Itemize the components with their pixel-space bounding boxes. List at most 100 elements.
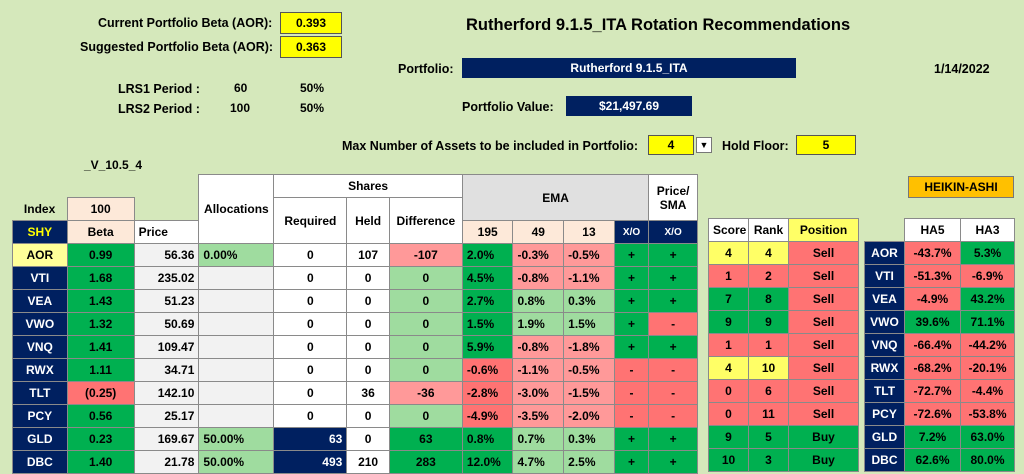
ema-49-cell: -1.1% bbox=[512, 358, 565, 382]
rank-cell: 5 bbox=[748, 425, 789, 449]
ha5-cell: -51.3% bbox=[904, 264, 961, 288]
ema-49-cell: -0.3% bbox=[512, 243, 565, 267]
ema-13-cell: -2.0% bbox=[563, 404, 615, 428]
price-cell: 21.78 bbox=[133, 450, 200, 474]
xo-sma-cell: + bbox=[648, 450, 698, 474]
ranking-row: 7 8 Sell bbox=[708, 287, 859, 311]
ha3-cell: 80.0% bbox=[960, 448, 1015, 472]
held-header: Held bbox=[346, 197, 390, 244]
heikin-ashi-row: PCY -72.6% -53.8% bbox=[864, 402, 1015, 426]
ha-ticker-cell: TLT bbox=[864, 379, 905, 403]
heikin-ashi-row: AOR -43.7% 5.3% bbox=[864, 241, 1015, 265]
xo-sma-cell: + bbox=[648, 427, 698, 451]
ema-195-cell: -4.9% bbox=[461, 404, 514, 428]
beta-cell: (0.25) bbox=[66, 381, 135, 405]
heikin-ashi-row: VTI -51.3% -6.9% bbox=[864, 264, 1015, 288]
beta-cell: 1.40 bbox=[66, 450, 135, 474]
held-cell: 0 bbox=[346, 335, 390, 359]
ha5-header: HA5 bbox=[904, 218, 961, 242]
blank-cell bbox=[134, 175, 199, 198]
ha-ticker-cell: VNQ bbox=[864, 333, 905, 357]
table-row: VTI 1.68 235.02 0 0 0 4.5% -0.8% -1.1% + + bbox=[12, 266, 698, 290]
held-cell: 0 bbox=[346, 358, 390, 382]
held-cell: 0 bbox=[346, 312, 390, 336]
allocation-cell bbox=[198, 381, 275, 405]
score-header: Score bbox=[708, 218, 749, 242]
price-sma-header: Price/ SMA bbox=[648, 174, 698, 221]
score-cell: 0 bbox=[708, 402, 749, 426]
beta-cell: 0.99 bbox=[66, 243, 135, 267]
max-assets-label: Max Number of Assets to be included in P… bbox=[342, 139, 639, 153]
current-beta-value: 0.393 bbox=[280, 12, 342, 34]
price-cell: 235.02 bbox=[133, 266, 200, 290]
lrs1-label: LRS1 Period : bbox=[118, 82, 200, 96]
allocation-cell bbox=[198, 289, 275, 313]
ha-ticker-cell: VTI bbox=[864, 264, 905, 288]
xo-ema-cell: + bbox=[613, 266, 650, 290]
xo-header: X/O bbox=[613, 220, 650, 244]
ticker-cell: RWX bbox=[12, 358, 68, 382]
beta-header: Beta bbox=[66, 220, 135, 244]
ranking-row: 4 10 Sell bbox=[708, 356, 859, 380]
ranking-row: 1 2 Sell bbox=[708, 264, 859, 288]
difference-cell: 0 bbox=[388, 404, 463, 428]
max-assets-input[interactable]: 4 bbox=[648, 135, 694, 155]
ha3-cell: 71.1% bbox=[960, 310, 1015, 334]
ha5-cell: -4.9% bbox=[904, 287, 961, 311]
score-cell: 1 bbox=[708, 333, 749, 357]
xo-ema-cell: - bbox=[613, 381, 650, 405]
beta-cell: 1.43 bbox=[66, 289, 135, 313]
position-cell: Sell bbox=[788, 356, 859, 380]
ema-195-cell: -2.8% bbox=[461, 381, 514, 405]
position-cell: Sell bbox=[788, 402, 859, 426]
xo-sma-cell: + bbox=[648, 289, 698, 313]
ranking-row: 4 4 Sell bbox=[708, 241, 859, 265]
portfolio-value-amount: $21,497.69 bbox=[566, 96, 692, 116]
ha5-cell: -68.2% bbox=[904, 356, 961, 380]
ticker-cell: AOR bbox=[12, 243, 68, 267]
ticker-cell: DBC bbox=[12, 450, 68, 474]
held-cell: 0 bbox=[346, 289, 390, 313]
price-cell: 34.71 bbox=[133, 358, 200, 382]
heikin-ashi-header: HEIKIN-ASHI bbox=[908, 176, 1014, 198]
rank-cell: 3 bbox=[748, 448, 789, 472]
position-cell: Sell bbox=[788, 264, 859, 288]
ha5-cell: 7.2% bbox=[904, 425, 961, 449]
difference-cell: 63 bbox=[388, 427, 463, 451]
ranking-table: Score Rank Position 4 4 Sell 1 2 Sell 7 8 Sell 9 9… bbox=[708, 218, 859, 472]
table-row: PCY 0.56 25.17 0 0 0 -4.9% -3.5% -2.0% - - bbox=[12, 404, 698, 428]
ha3-cell: -44.2% bbox=[960, 333, 1015, 357]
score-cell: 1 bbox=[708, 264, 749, 288]
required-cell: 0 bbox=[273, 381, 348, 405]
position-cell: Sell bbox=[788, 333, 859, 357]
price-cell: 56.36 bbox=[133, 243, 200, 267]
allocations-header: Allocations bbox=[198, 174, 275, 244]
ha3-cell: -4.4% bbox=[960, 379, 1015, 403]
portfolio-label: Portfolio: bbox=[398, 62, 454, 76]
rank-cell: 11 bbox=[748, 402, 789, 426]
ema-195-cell: 12.0% bbox=[461, 450, 514, 474]
position-cell: Sell bbox=[788, 287, 859, 311]
lrs2-label: LRS2 Period : bbox=[118, 102, 200, 116]
rank-cell: 4 bbox=[748, 241, 789, 265]
ema-13-cell: -1.5% bbox=[563, 381, 615, 405]
ha3-cell: 43.2% bbox=[960, 287, 1015, 311]
price-cell: 109.47 bbox=[133, 335, 200, 359]
ticker-cell: PCY bbox=[12, 404, 68, 428]
ha3-cell: -53.8% bbox=[960, 402, 1015, 426]
ema-49-cell: 4.7% bbox=[512, 450, 565, 474]
ema-49-cell: -3.5% bbox=[512, 404, 565, 428]
heikin-ashi-row: GLD 7.2% 63.0% bbox=[864, 425, 1015, 449]
hold-floor-input[interactable]: 5 bbox=[796, 135, 856, 155]
chevron-down-icon[interactable]: ▼ bbox=[696, 137, 712, 153]
xo-sma-cell: - bbox=[648, 358, 698, 382]
ema-13-cell: 1.5% bbox=[563, 312, 615, 336]
required-header: Required bbox=[273, 197, 348, 244]
xo-sma-cell: - bbox=[648, 381, 698, 405]
ha-ticker-cell: VWO bbox=[864, 310, 905, 334]
portfolio-selector[interactable]: Rutherford 9.1.5_ITA bbox=[462, 58, 796, 78]
table-row: VWO 1.32 50.69 0 0 0 1.5% 1.9% 1.5% + - bbox=[12, 312, 698, 336]
rank-cell: 8 bbox=[748, 287, 789, 311]
allocation-cell: 0.00% bbox=[198, 243, 275, 267]
ema-13-cell: -0.5% bbox=[563, 358, 615, 382]
